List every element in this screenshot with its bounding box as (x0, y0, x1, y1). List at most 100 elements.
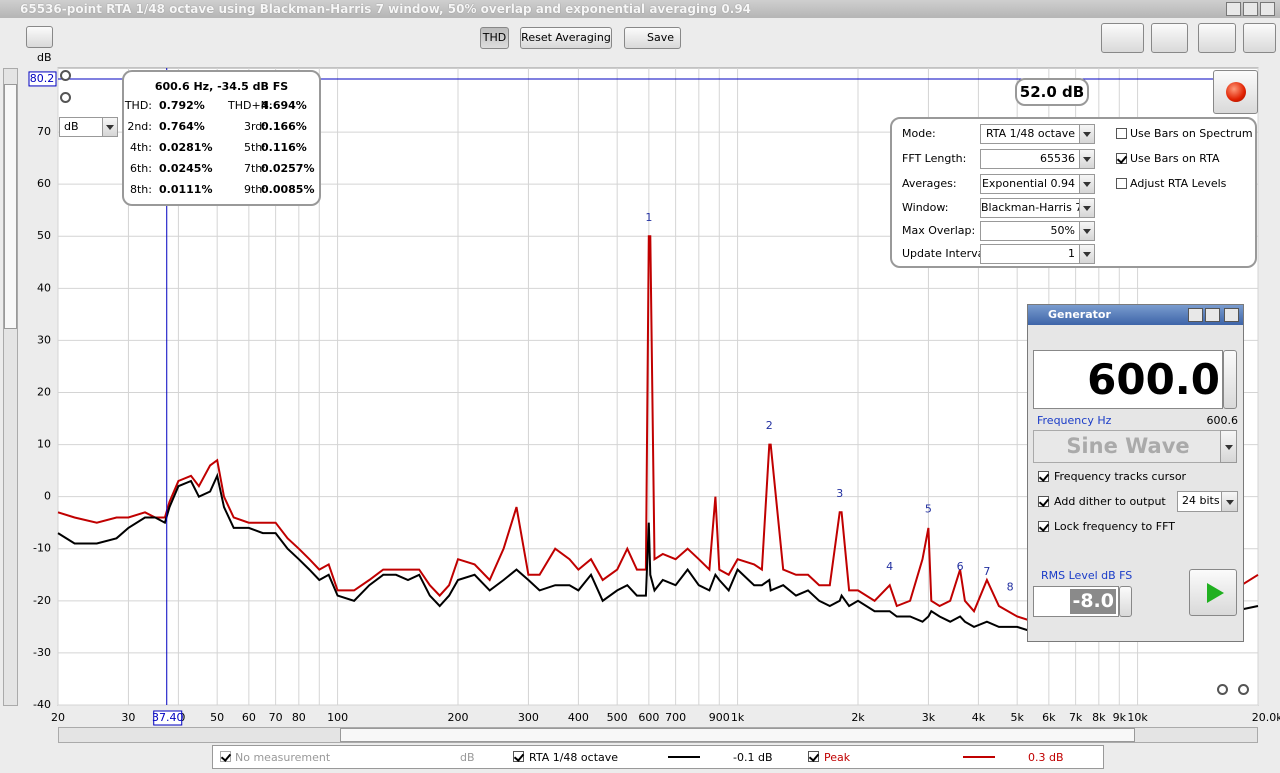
level-label: RMS Level dB FS (1041, 569, 1133, 582)
play-button[interactable] (1189, 569, 1237, 616)
x-tick-label: 20.0k Hz (1252, 711, 1280, 724)
x-tick-label: 400 (568, 711, 589, 724)
y-tick-label: 0 (44, 490, 51, 503)
thd-value: 0.0245% (159, 162, 213, 175)
x-tick-label: 6k (1042, 711, 1056, 724)
x-tick-label: 60 (242, 711, 256, 724)
checkbox-label: Add dither to output (1054, 495, 1166, 508)
frequency-spinner[interactable] (1223, 350, 1237, 409)
frequency-display[interactable]: 600.0 (1033, 350, 1223, 409)
view-button[interactable] (1101, 23, 1144, 53)
x-tick-label: 900 (709, 711, 730, 724)
zoom-button[interactable] (1217, 684, 1228, 695)
setting-arrow[interactable] (1079, 198, 1095, 218)
setting-label: Max Overlap: (902, 224, 976, 237)
checkbox[interactable] (513, 751, 524, 762)
checkbox[interactable] (1116, 153, 1127, 164)
setting-label: Averages: (902, 177, 957, 190)
y-tick-label: 60 (37, 177, 51, 190)
setting-arrow[interactable] (1079, 244, 1095, 264)
legend-offset: 0.3 dB (1028, 751, 1064, 764)
checkbox[interactable] (1116, 178, 1127, 189)
unit-select-arrow[interactable] (102, 117, 118, 137)
checkbox-label: Adjust RTA Levels (1130, 177, 1227, 190)
setting-field[interactable]: 65536 (980, 149, 1080, 169)
thd-value: 0.0257% (261, 162, 315, 175)
x-tick-label: 20 (51, 711, 65, 724)
level-field[interactable]: -8.0 (1033, 586, 1119, 617)
y-tick-label: 20 (37, 385, 51, 398)
checkbox[interactable] (1038, 471, 1049, 482)
x-tick-label: 9k (1113, 711, 1127, 724)
x-tick-label: 5k (1010, 711, 1024, 724)
setting-arrow[interactable] (1079, 124, 1095, 144)
toolbar-button[interactable]: Reset Averaging (520, 27, 612, 49)
window-control[interactable] (1224, 308, 1239, 322)
toolbar-button[interactable]: THD (480, 27, 509, 49)
waveform-arrow[interactable] (1220, 430, 1237, 463)
zoom-button[interactable] (60, 92, 71, 103)
setting-arrow[interactable] (1079, 149, 1095, 169)
x-tick-label: 1k (731, 711, 745, 724)
y-tick-label: 10 (37, 438, 51, 451)
legend-offset: -0.1 dB (733, 751, 773, 764)
view-button[interactable] (1243, 23, 1276, 53)
legend: No measurement dB RTA 1/48 octave -0.1 dB Pe… (212, 745, 1104, 769)
setting-field[interactable]: Blackman-Harris 7 (980, 198, 1080, 218)
setting-arrow[interactable] (1079, 221, 1095, 241)
checkbox[interactable] (1116, 128, 1127, 139)
generator-window: Generator 600.0 Frequency Hz 600.6 Sine Wave… (1027, 304, 1244, 642)
camera-button[interactable] (26, 26, 53, 48)
harmonic-marker: 4 (886, 560, 893, 573)
zoom-button[interactable] (60, 70, 71, 81)
dither-select[interactable]: 24 bits (1177, 491, 1222, 512)
window-control[interactable] (1188, 308, 1203, 322)
cursor-level-label: 80.2 (30, 72, 55, 85)
x-tick-label: 50 (210, 711, 224, 724)
checkbox (220, 751, 231, 762)
y-tick-label: 70 (37, 125, 51, 138)
x-tick-label: 200 (448, 711, 469, 724)
view-button[interactable] (1198, 23, 1236, 53)
checkbox[interactable] (1038, 521, 1049, 532)
unit-select[interactable]: dB (59, 117, 103, 137)
window-control[interactable] (1205, 308, 1220, 322)
setting-label: FFT Length: (902, 152, 967, 165)
checkbox[interactable] (1038, 496, 1049, 507)
setting-field[interactable]: Exponential 0.94 (980, 174, 1080, 194)
legend-swatch (963, 756, 995, 758)
record-indicator (1226, 82, 1246, 102)
harmonic-marker: 7 (983, 565, 990, 578)
x-tick-label: 10k (1127, 711, 1148, 724)
thd-label: 9th: (244, 183, 266, 196)
waveform-select[interactable]: Sine Wave (1033, 430, 1223, 463)
x-tick-label: 500 (607, 711, 628, 724)
setting-field[interactable]: RTA 1/48 octave (980, 124, 1080, 144)
setting-arrow[interactable] (1079, 174, 1095, 194)
x-tick-label: 3k (922, 711, 936, 724)
checkbox-label: Use Bars on Spectrum (1130, 127, 1253, 140)
view-button[interactable] (1151, 23, 1188, 53)
thd-value: 0.116% (261, 141, 307, 154)
y-tick-label: -10 (33, 542, 51, 555)
toolbar-button[interactable]: Save (624, 27, 681, 49)
level-spinner[interactable] (1119, 586, 1132, 617)
zoom-button[interactable] (1238, 684, 1249, 695)
window-control[interactable] (1260, 2, 1275, 16)
setting-field[interactable]: 1 (980, 244, 1080, 264)
setting-field[interactable]: 50% (980, 221, 1080, 241)
generator-title-bar: Generator (1028, 305, 1243, 325)
scroll-thumb[interactable] (4, 84, 17, 329)
window-control[interactable] (1243, 2, 1258, 16)
x-tick-label: 100 (327, 711, 348, 724)
scroll-thumb[interactable] (340, 728, 1135, 742)
window-control[interactable] (1226, 2, 1241, 16)
record-button[interactable] (1213, 70, 1258, 114)
checkbox[interactable] (808, 751, 819, 762)
thd-value: 0.792% (159, 99, 205, 112)
dither-arrow[interactable] (1221, 491, 1238, 512)
x-tick-label: 300 (518, 711, 539, 724)
thd-value: 0.0085% (261, 183, 315, 196)
checkbox-label: Lock frequency to FFT (1054, 520, 1175, 533)
